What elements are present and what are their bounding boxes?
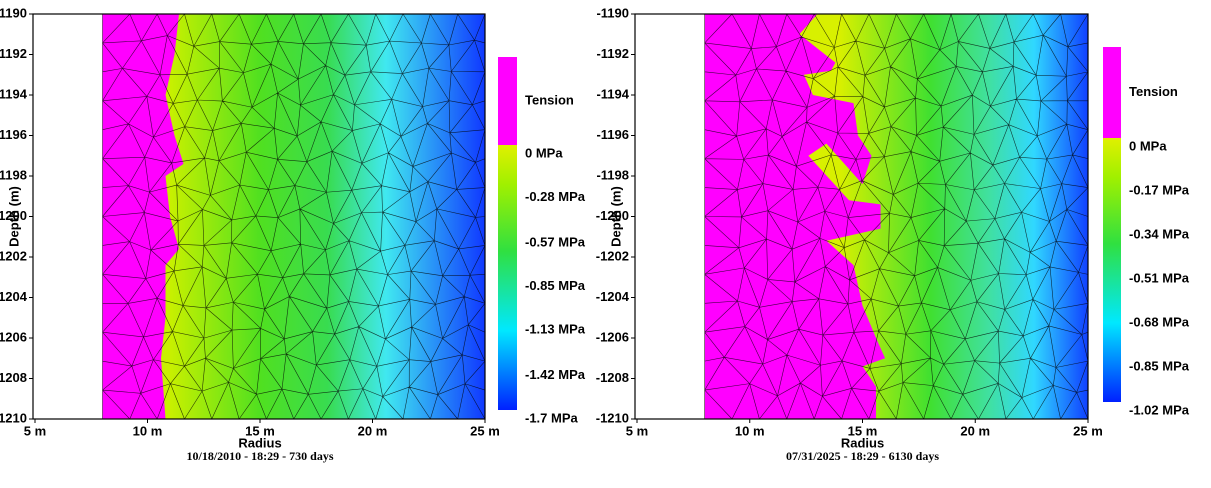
y-tick-label: -1210 <box>596 410 629 425</box>
tension-zone <box>102 14 184 419</box>
y-tick-label: -1194 <box>0 86 28 101</box>
y-tick-label: -1200 <box>596 208 629 223</box>
y-tick-label: -1196 <box>596 127 629 142</box>
x-tick-label: 10 m <box>735 423 765 438</box>
y-tick-label: -1194 <box>596 86 629 101</box>
x-tick-label: 10 m <box>133 423 163 438</box>
y-tick-label: -1198 <box>596 167 629 182</box>
colorbar-tick-label: -1.02 MPa <box>1129 402 1190 417</box>
y-tick-label: -1202 <box>0 248 27 263</box>
y-tick-label: -1210 <box>0 410 27 425</box>
x-tick-label: 20 m <box>960 423 990 438</box>
x-tick-label: 15 m <box>848 423 878 438</box>
colorbar-tick-label: -0.85 MPa <box>525 278 586 293</box>
colorbar-tick-label: -0.68 MPa <box>1129 314 1190 329</box>
caption: 07/31/2025 - 18:29 - 6130 days <box>786 449 939 463</box>
y-tick-label: -1208 <box>596 370 629 385</box>
y-axis-label: Depth (m) <box>608 186 623 247</box>
y-tick-label: -1192 <box>596 46 629 61</box>
y-tick-label: -1190 <box>596 5 629 20</box>
colorbar <box>498 145 517 410</box>
colorbar <box>1103 138 1121 402</box>
colorbar-tick-label: -1.13 MPa <box>525 322 586 337</box>
colorbar-tick-label: -0.51 MPa <box>1129 270 1190 285</box>
x-tick-label: 20 m <box>358 423 388 438</box>
y-tick-label: -1208 <box>0 370 27 385</box>
colorbar-tick-label: 0 MPa <box>1129 138 1167 153</box>
y-tick-label: -1206 <box>0 329 27 344</box>
x-tick-label: 5 m <box>626 423 648 438</box>
colorbar-tick-label: -1.7 MPa <box>525 410 579 425</box>
y-tick-label: -1204 <box>0 289 28 304</box>
colorbar-tick-label: -0.28 MPa <box>525 189 586 204</box>
y-tick-label: -1204 <box>596 289 630 304</box>
y-tick-label: -1198 <box>0 167 27 182</box>
colorbar-label: Tension <box>1129 84 1178 99</box>
x-axis-label: Radius <box>238 435 281 450</box>
y-tick-label: -1200 <box>0 208 27 223</box>
y-tick-label: -1202 <box>596 248 629 263</box>
y-tick-label: -1206 <box>596 329 629 344</box>
caption: 10/18/2010 - 18:29 - 730 days <box>187 449 334 463</box>
y-tick-label: -1196 <box>0 127 27 142</box>
colorbar-tick-label: 0 MPa <box>525 145 563 160</box>
x-tick-label: 25 m <box>470 423 500 438</box>
colorbar-tension <box>498 57 517 145</box>
colorbar-label: Tension <box>525 92 574 107</box>
colorbar-tick-label: -0.34 MPa <box>1129 226 1190 241</box>
tension-zone <box>704 14 886 419</box>
x-tick-label: 25 m <box>1073 423 1103 438</box>
colorbar-tick-label: -1.42 MPa <box>525 367 586 382</box>
y-axis-label: Depth (m) <box>6 186 21 247</box>
colorbar-tick-label: -0.17 MPa <box>1129 182 1190 197</box>
x-tick-label: 15 m <box>245 423 275 438</box>
colorbar-tension <box>1103 47 1121 138</box>
x-axis-label: Radius <box>841 435 884 450</box>
y-tick-label: -1192 <box>0 46 27 61</box>
colorbar-tick-label: -0.57 MPa <box>525 234 586 249</box>
y-tick-label: -1190 <box>0 5 27 20</box>
colorbar-tick-label: -0.85 MPa <box>1129 358 1190 373</box>
x-tick-label: 5 m <box>24 423 46 438</box>
